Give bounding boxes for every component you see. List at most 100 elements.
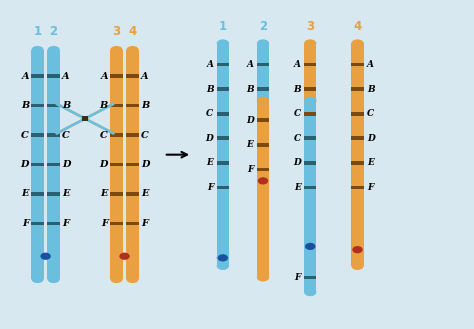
Text: D: D xyxy=(206,134,213,143)
Text: 4: 4 xyxy=(354,20,362,34)
Bar xyxy=(304,137,317,140)
Bar xyxy=(47,133,60,137)
Bar xyxy=(351,43,364,250)
Bar xyxy=(127,256,139,279)
Bar xyxy=(217,186,229,189)
Bar xyxy=(127,133,139,137)
Ellipse shape xyxy=(110,252,123,260)
Ellipse shape xyxy=(47,46,60,54)
Bar xyxy=(127,192,139,196)
Bar xyxy=(31,163,44,166)
Text: A: A xyxy=(62,71,70,81)
Ellipse shape xyxy=(217,254,229,262)
Ellipse shape xyxy=(127,252,139,260)
Text: F: F xyxy=(141,219,148,228)
Text: A: A xyxy=(294,60,301,69)
Circle shape xyxy=(218,254,228,262)
Circle shape xyxy=(258,177,268,185)
Bar xyxy=(217,63,229,66)
Bar xyxy=(47,222,60,225)
Ellipse shape xyxy=(257,97,269,105)
Bar xyxy=(31,74,44,78)
Text: B: B xyxy=(141,101,149,110)
Bar xyxy=(257,87,269,91)
Text: F: F xyxy=(294,273,301,282)
Bar xyxy=(31,133,44,137)
Text: E: E xyxy=(294,183,301,192)
Ellipse shape xyxy=(47,252,60,260)
Bar xyxy=(351,186,364,189)
Bar xyxy=(31,104,44,107)
Ellipse shape xyxy=(110,252,123,260)
Ellipse shape xyxy=(217,254,229,262)
Text: B: B xyxy=(62,101,70,110)
Ellipse shape xyxy=(304,97,317,105)
Text: A: A xyxy=(21,71,29,81)
Text: F: F xyxy=(62,219,69,228)
Text: D: D xyxy=(141,160,150,169)
Ellipse shape xyxy=(110,46,123,54)
Ellipse shape xyxy=(257,274,269,281)
Ellipse shape xyxy=(217,262,229,270)
Bar xyxy=(31,192,44,196)
Text: C: C xyxy=(62,131,70,139)
Bar xyxy=(217,258,229,266)
Bar xyxy=(351,161,364,164)
Ellipse shape xyxy=(257,39,269,47)
Text: B: B xyxy=(206,85,213,94)
Text: 1: 1 xyxy=(219,20,227,34)
Text: B: B xyxy=(21,101,29,110)
Ellipse shape xyxy=(31,252,44,260)
Ellipse shape xyxy=(351,246,364,254)
Bar xyxy=(257,63,269,66)
Bar xyxy=(110,163,123,166)
Text: E: E xyxy=(367,158,374,167)
Text: 3: 3 xyxy=(112,25,120,38)
Text: B: B xyxy=(293,85,301,94)
Text: 1: 1 xyxy=(34,25,42,38)
Bar xyxy=(304,112,317,115)
Bar xyxy=(31,222,44,225)
Ellipse shape xyxy=(304,288,317,296)
Ellipse shape xyxy=(257,97,269,105)
Text: 3: 3 xyxy=(306,20,314,34)
Bar xyxy=(351,137,364,140)
Bar xyxy=(217,161,229,164)
Bar xyxy=(47,192,60,196)
Ellipse shape xyxy=(351,246,364,254)
Bar xyxy=(257,143,269,147)
Text: 2: 2 xyxy=(50,25,58,38)
Bar xyxy=(217,137,229,140)
Text: 4: 4 xyxy=(128,25,137,38)
Text: B: B xyxy=(367,85,374,94)
Text: A: A xyxy=(100,71,108,81)
Text: C: C xyxy=(367,109,374,118)
Bar xyxy=(127,50,139,256)
Text: D: D xyxy=(62,160,71,169)
Text: F: F xyxy=(207,183,213,192)
Bar xyxy=(304,276,317,279)
Bar xyxy=(304,87,317,91)
Bar xyxy=(47,163,60,166)
Ellipse shape xyxy=(31,252,44,260)
Bar xyxy=(351,250,364,266)
Bar xyxy=(127,74,139,78)
Text: B: B xyxy=(246,85,254,94)
Bar xyxy=(31,256,44,279)
Bar xyxy=(110,222,123,225)
Ellipse shape xyxy=(351,262,364,270)
Text: F: F xyxy=(22,219,29,228)
Text: D: D xyxy=(100,160,108,169)
Bar xyxy=(304,161,317,164)
Ellipse shape xyxy=(31,275,44,283)
Ellipse shape xyxy=(351,39,364,47)
Text: D: D xyxy=(246,116,254,125)
Bar xyxy=(110,192,123,196)
Bar xyxy=(351,112,364,115)
Bar xyxy=(31,50,44,256)
Ellipse shape xyxy=(127,252,139,260)
Text: D: D xyxy=(20,160,29,169)
Bar xyxy=(217,87,229,91)
Text: E: E xyxy=(141,190,148,198)
Bar xyxy=(217,43,229,258)
